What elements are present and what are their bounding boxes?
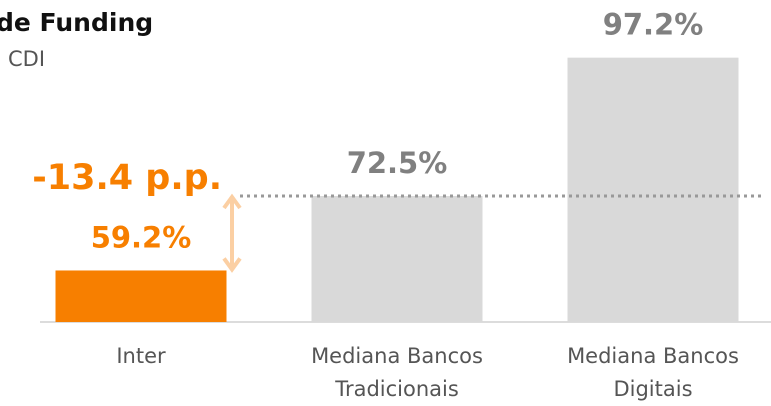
value-label: 72.5% (347, 146, 448, 180)
bar (311, 196, 483, 322)
x-tick-label: Inter (116, 344, 166, 368)
x-tick-label: Mediana Bancos Tradicionais (311, 344, 483, 401)
gap-arrow-head (222, 193, 242, 210)
annotation: -13.4 p.p. (32, 158, 222, 198)
x-tick-label: Mediana Bancos Digitais (567, 344, 739, 401)
value-label: 97.2% (603, 8, 704, 42)
bar (55, 270, 227, 322)
gap-arrow-head (222, 257, 242, 273)
value-label: 59.2% (91, 220, 192, 254)
chart-title: de Funding (0, 8, 153, 37)
chart-subtitle: CDI (8, 47, 45, 71)
bar (567, 57, 739, 323)
